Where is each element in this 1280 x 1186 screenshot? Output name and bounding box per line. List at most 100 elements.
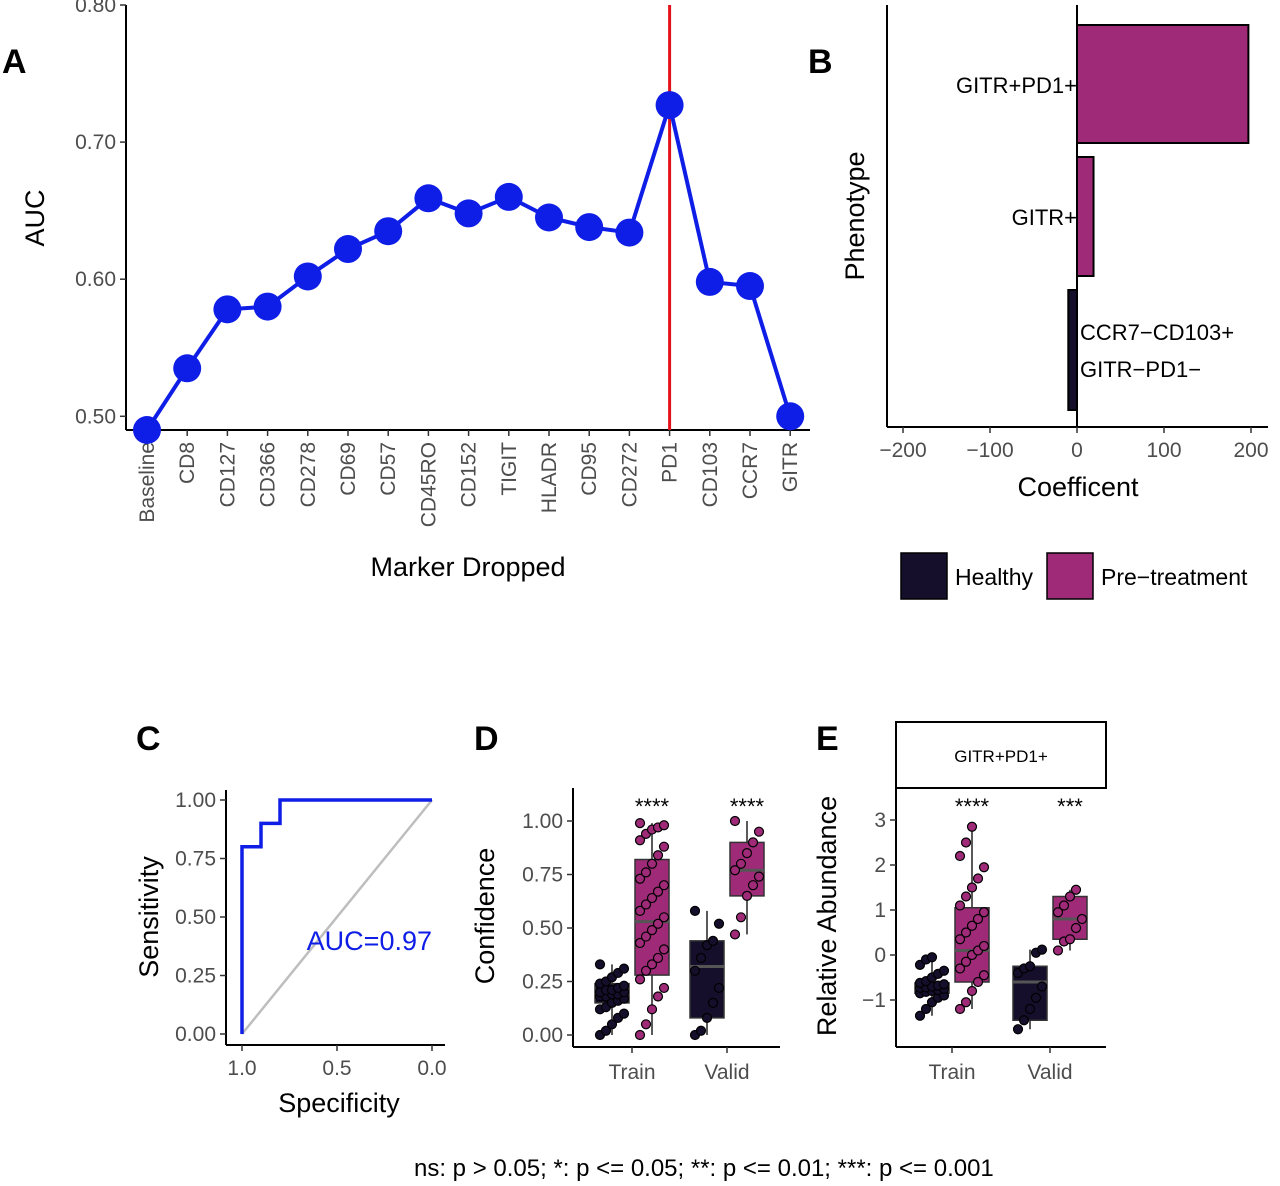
e-facet-label: GITR+PD1+ — [954, 747, 1048, 766]
e-point — [914, 1010, 926, 1021]
d-point — [640, 867, 652, 878]
d-point — [707, 997, 719, 1009]
e-point — [1052, 945, 1064, 956]
c-x-tick-label: 0.5 — [322, 1057, 351, 1080]
e-point — [1070, 884, 1082, 895]
a-point — [414, 184, 443, 213]
a-x-tick-label: CD45RO — [417, 442, 440, 527]
e-point — [1052, 907, 1064, 918]
a-x-tick-label: CD278 — [297, 442, 320, 507]
e-y-tick-label: 0 — [874, 944, 886, 967]
a-x-tick-label: CD127 — [216, 442, 239, 507]
a-point — [293, 262, 322, 291]
d-point — [658, 912, 670, 923]
a-point — [615, 218, 644, 247]
e-point — [972, 873, 984, 884]
d-y-tick-label: 0.75 — [522, 864, 563, 887]
panel-a-line-chart: 0.50 0.60 0.70 0.80 Baseline CD8 CD127 CD366 CD2… — [20, 0, 810, 582]
d-point — [652, 918, 664, 929]
panel-label-d: D — [474, 720, 499, 758]
a-x-tick-label: Baseline — [136, 442, 159, 523]
d-y-tick-label: 1.00 — [522, 810, 563, 833]
a-point — [494, 182, 523, 211]
e-significance-label: *** — [1057, 794, 1083, 819]
e-facet-strip — [895, 721, 1107, 789]
a-y-tick-label: 0.80 — [75, 0, 116, 17]
a-y-tick-label: 0.50 — [75, 405, 116, 428]
b-legend-swatch-healthy — [900, 552, 948, 600]
a-y-tick-label: 0.60 — [75, 268, 116, 291]
e-point — [938, 979, 950, 990]
a-x-tick-label: CD69 — [337, 442, 360, 496]
c-y-axis-title: Sensitivity — [134, 856, 164, 978]
a-point — [253, 292, 282, 321]
d-point — [652, 886, 664, 897]
d-point — [640, 1019, 652, 1030]
panel-label-c: C — [136, 720, 161, 758]
e-point — [966, 920, 978, 931]
a-y-tick-label: 0.70 — [75, 131, 116, 154]
d-box — [689, 940, 725, 1019]
b-x-tick-label: −200 — [879, 439, 926, 462]
d-point — [652, 952, 664, 964]
a-x-tick-label: CD8 — [176, 442, 199, 484]
c-y-tick-label: 0.75 — [175, 848, 216, 871]
d-point — [707, 935, 719, 946]
e-point — [978, 862, 990, 873]
d-point — [729, 815, 741, 827]
d-point — [634, 818, 646, 829]
b-bar — [1067, 289, 1079, 411]
d-point — [634, 1029, 646, 1041]
b-bar — [1076, 156, 1095, 277]
d-point — [634, 835, 646, 846]
e-point — [960, 837, 972, 848]
a-series-line — [145, 103, 793, 432]
e-point — [966, 985, 978, 997]
e-point — [954, 850, 966, 862]
e-point — [978, 907, 990, 918]
d-x-tick-label: Train — [608, 1061, 655, 1084]
b-x-tick-label: −100 — [966, 439, 1013, 462]
d-point — [689, 965, 701, 976]
e-point — [960, 956, 972, 967]
e-point — [926, 952, 938, 963]
e-x-tick-label: Valid — [1027, 1061, 1072, 1084]
e-point — [960, 891, 972, 902]
e-y-tick-label: 1 — [874, 899, 886, 922]
panel-label-e: E — [816, 720, 839, 758]
a-point — [213, 295, 242, 324]
a-y-axis-title: AUC — [20, 189, 50, 246]
d-point — [646, 892, 658, 904]
d-significance-label: **** — [730, 794, 765, 819]
b-bar-label: GITR−PD1− — [1080, 357, 1201, 382]
b-bar-label: GITR+ — [1012, 205, 1077, 230]
a-point — [575, 213, 604, 242]
e-y-tick-label: 3 — [874, 809, 886, 832]
d-point — [652, 991, 664, 1002]
d-x-tick-label: Valid — [704, 1061, 749, 1084]
significance-footnote: ns: p > 0.05; *: p <= 0.05; **: p <= 0.0… — [414, 1155, 994, 1182]
d-y-tick-label: 0.50 — [522, 917, 563, 940]
c-y-tick-label: 0.25 — [175, 965, 216, 988]
d-point — [594, 959, 606, 970]
a-x-tick-label: HLADR — [538, 442, 561, 513]
d-point — [753, 826, 765, 837]
e-point — [1064, 891, 1076, 902]
e-point — [978, 940, 990, 952]
e-point — [1076, 913, 1088, 925]
d-point — [606, 1019, 618, 1030]
d-point — [658, 820, 670, 831]
e-point — [966, 882, 978, 893]
e-point — [1036, 981, 1048, 992]
a-x-tick-label: PD1 — [659, 442, 682, 483]
e-point — [960, 997, 972, 1008]
b-bar-label: CCR7−CD103+ — [1080, 320, 1234, 345]
panel-label-a: A — [2, 43, 27, 81]
e-point — [972, 976, 984, 988]
e-y-axis-title: Relative Abundance — [812, 796, 842, 1036]
e-point — [920, 1003, 932, 1015]
e-point — [954, 934, 966, 945]
d-point — [640, 931, 652, 942]
e-y-tick-label: 2 — [874, 854, 886, 877]
